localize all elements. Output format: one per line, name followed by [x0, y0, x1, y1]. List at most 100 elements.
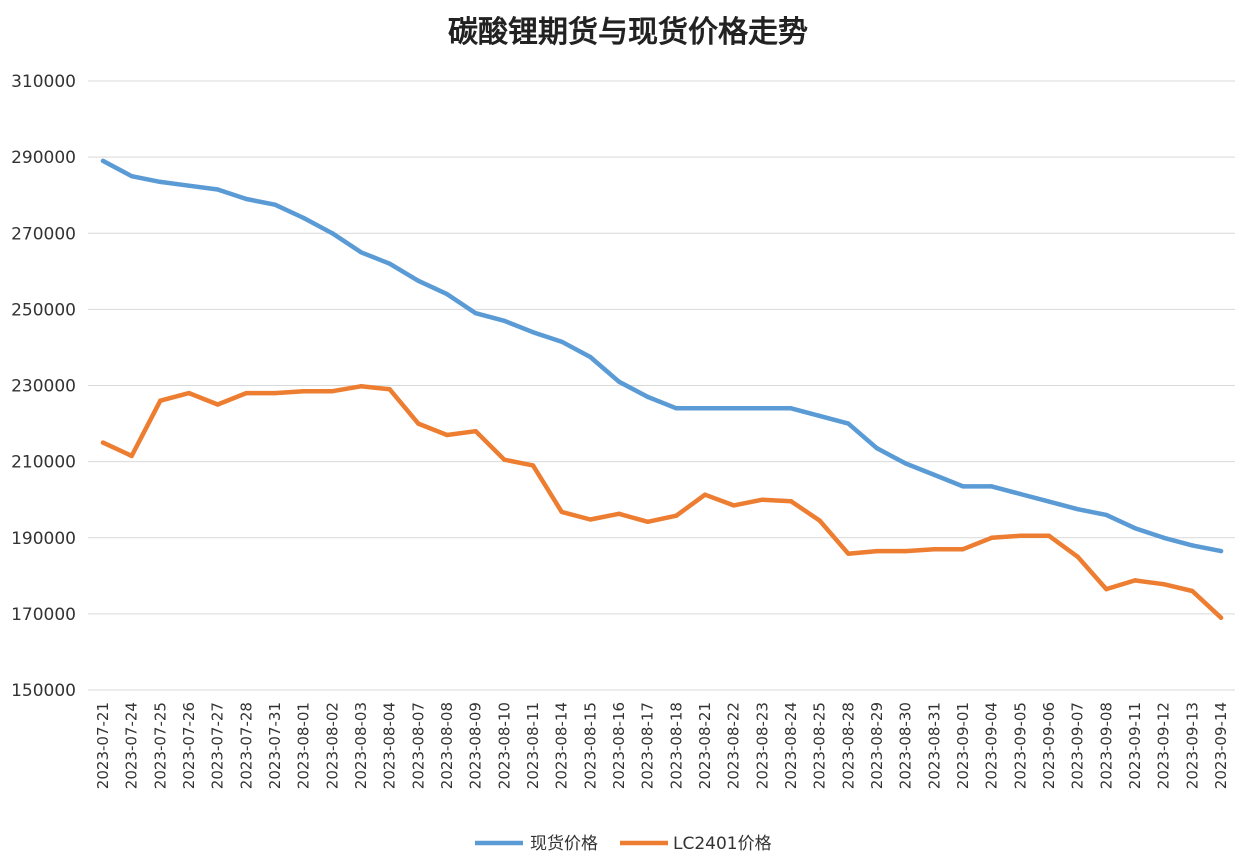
x-tick-label: 2023-08-01 — [295, 702, 313, 789]
data-point — [817, 414, 821, 418]
data-point — [989, 484, 993, 488]
data-point — [330, 389, 334, 393]
data-point — [846, 552, 850, 556]
data-point — [244, 391, 248, 395]
data-point — [617, 512, 621, 516]
data-point — [445, 292, 449, 296]
legend-label: 现货价格 — [530, 834, 598, 853]
data-point — [789, 499, 793, 503]
x-tick-label: 2023-08-18 — [667, 702, 685, 789]
data-point — [1219, 615, 1223, 619]
x-tick-label: 2023-08-08 — [438, 702, 456, 789]
data-point — [301, 216, 305, 220]
data-point — [1104, 587, 1108, 591]
y-tick-label: 250000 — [11, 300, 76, 320]
data-point — [789, 406, 793, 410]
x-tick-label: 2023-08-25 — [811, 702, 829, 789]
x-tick-label: 2023-08-09 — [467, 702, 485, 789]
x-tick-label: 2023-09-08 — [1097, 702, 1115, 789]
x-tick-label: 2023-08-02 — [323, 702, 341, 789]
x-tick-label: 2023-08-22 — [725, 702, 743, 789]
x-tick-label: 2023-09-12 — [1155, 702, 1173, 789]
data-point — [359, 384, 363, 388]
data-point — [731, 406, 735, 410]
x-tick-label: 2023-09-14 — [1212, 702, 1230, 789]
data-point — [1161, 582, 1165, 586]
data-point — [645, 395, 649, 399]
data-point — [1018, 534, 1022, 538]
data-point — [273, 391, 277, 395]
data-point — [244, 197, 248, 201]
y-axis: 150000 170000 190000 210000 230000 250000 2700… — [11, 72, 76, 701]
data-point — [846, 421, 850, 425]
x-tick-label: 2023-08-11 — [524, 702, 542, 789]
x-tick-label: 2023-08-29 — [868, 702, 886, 789]
data-point — [129, 174, 133, 178]
x-tick-label: 2023-09-01 — [954, 702, 972, 789]
data-point — [1190, 589, 1194, 593]
x-tick-label: 2023-07-21 — [94, 702, 112, 789]
y-tick-label: 310000 — [11, 72, 76, 92]
x-tick-label: 2023-09-11 — [1126, 702, 1144, 789]
x-tick-label: 2023-07-25 — [151, 702, 169, 789]
data-point — [158, 180, 162, 184]
data-point — [903, 549, 907, 553]
data-point — [215, 402, 219, 406]
data-point — [129, 454, 133, 458]
x-tick-label: 2023-09-06 — [1040, 702, 1058, 789]
y-tick-label: 170000 — [11, 605, 76, 625]
x-tick-label: 2023-08-30 — [897, 702, 915, 789]
data-point — [989, 536, 993, 540]
data-point — [588, 355, 592, 359]
data-point — [387, 387, 391, 391]
data-point — [187, 183, 191, 187]
data-point — [1133, 578, 1137, 582]
data-point — [1190, 543, 1194, 547]
x-tick-label: 2023-07-31 — [266, 702, 284, 789]
x-tick-label: 2023-08-14 — [553, 702, 571, 789]
data-point — [932, 473, 936, 477]
y-tick-label: 210000 — [11, 453, 76, 473]
data-point — [387, 262, 391, 266]
data-point — [674, 513, 678, 517]
y-tick-label: 230000 — [11, 377, 76, 397]
data-point — [817, 518, 821, 522]
data-point — [215, 187, 219, 191]
x-tick-label: 2023-09-04 — [983, 702, 1001, 789]
data-point — [502, 319, 506, 323]
x-tick-label: 2023-07-24 — [123, 702, 141, 789]
x-tick-label: 2023-08-07 — [409, 702, 427, 789]
x-tick-label: 2023-09-05 — [1011, 702, 1029, 789]
x-tick-label: 2023-09-07 — [1069, 702, 1087, 789]
data-point — [359, 250, 363, 254]
data-point — [445, 433, 449, 437]
x-tick-label: 2023-08-17 — [639, 702, 657, 789]
data-point — [1104, 513, 1108, 517]
y-tick-label: 190000 — [11, 529, 76, 549]
data-point — [674, 406, 678, 410]
x-tick-label: 2023-07-26 — [180, 702, 198, 789]
chart-root: 碳酸锂期货与现货价格走势 150000170000190000210000230… — [0, 0, 1252, 853]
data-point — [1018, 492, 1022, 496]
x-tick-label: 2023-08-03 — [352, 702, 370, 789]
data-point — [760, 497, 764, 501]
data-point — [731, 503, 735, 507]
data-point — [502, 458, 506, 462]
data-point — [1075, 555, 1079, 559]
legend-label: LC2401价格 — [673, 834, 772, 853]
data-point — [473, 429, 477, 433]
data-point — [101, 440, 105, 444]
data-point — [1047, 534, 1051, 538]
data-point — [531, 463, 535, 467]
x-tick-label: 2023-08-16 — [610, 702, 628, 789]
x-tick-label: 2023-07-28 — [237, 702, 255, 789]
data-point — [473, 311, 477, 315]
data-point — [187, 391, 191, 395]
x-tick-label: 2023-08-31 — [925, 702, 943, 789]
data-point — [416, 279, 420, 283]
data-point — [961, 484, 965, 488]
data-point — [645, 520, 649, 524]
data-point — [903, 461, 907, 465]
data-point — [617, 379, 621, 383]
data-point — [1161, 536, 1165, 540]
